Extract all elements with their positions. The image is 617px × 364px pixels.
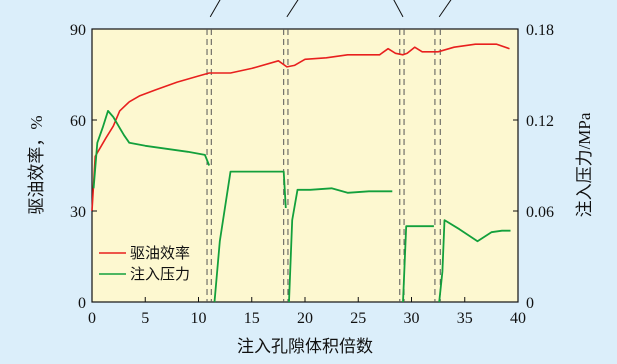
x-tick-label-40: 40 xyxy=(510,310,526,327)
series-pressure-segment-2 xyxy=(213,170,287,303)
series-pressure-segment-4 xyxy=(402,225,434,303)
legend: 驱油效率 注入压力 xyxy=(99,245,190,283)
x-tick-label-35: 35 xyxy=(457,310,473,327)
annotations: IIIIIIIV xyxy=(209,0,452,18)
series-pressure-segment-5 xyxy=(438,219,511,303)
y-right-tick-label-0.12: 0.12 xyxy=(526,113,554,130)
y-left-axis-title: 驱油效率，% xyxy=(27,115,46,214)
x-tick-label-20: 20 xyxy=(297,310,313,327)
x-tick-label-10: 10 xyxy=(191,310,207,327)
y-left-tick-label-0: 0 xyxy=(78,295,86,312)
x-tick-label-25: 25 xyxy=(350,310,366,327)
series-recovery-line xyxy=(91,43,510,212)
annotation-leader-3 xyxy=(393,0,404,18)
annotation-leader-2 xyxy=(286,0,299,18)
legend-label-recovery: 驱油效率 xyxy=(130,245,190,262)
x-tick-label-30: 30 xyxy=(404,310,420,327)
x-tick-label-5: 5 xyxy=(141,310,149,327)
y-left-tick-label-90: 90 xyxy=(70,22,86,39)
series-lines xyxy=(91,43,511,303)
separator-lines xyxy=(206,29,441,302)
y-right-axis-title: 注入压力/MPa xyxy=(575,112,594,217)
x-tick-label-0: 0 xyxy=(88,310,96,327)
y-left-tick-label-30: 30 xyxy=(70,204,86,221)
x-axis-title: 注入孔隙体积倍数 xyxy=(237,337,373,356)
series-pressure-segment-3 xyxy=(288,187,393,303)
plot-area xyxy=(91,28,519,303)
x-tick-label-15: 15 xyxy=(244,310,260,327)
series-pressure-segment-1 xyxy=(92,110,211,189)
legend-label-pressure: 注入压力 xyxy=(130,266,190,283)
annotation-leader-4 xyxy=(438,0,452,18)
y-right-tick-label-0.18: 0.18 xyxy=(526,22,554,39)
annotation-leader-1 xyxy=(209,0,221,18)
y-right-tick-label-0.06: 0.06 xyxy=(526,204,554,221)
y-left-tick-label-60: 60 xyxy=(70,113,86,130)
y-right-tick-label-0: 0 xyxy=(526,295,534,312)
